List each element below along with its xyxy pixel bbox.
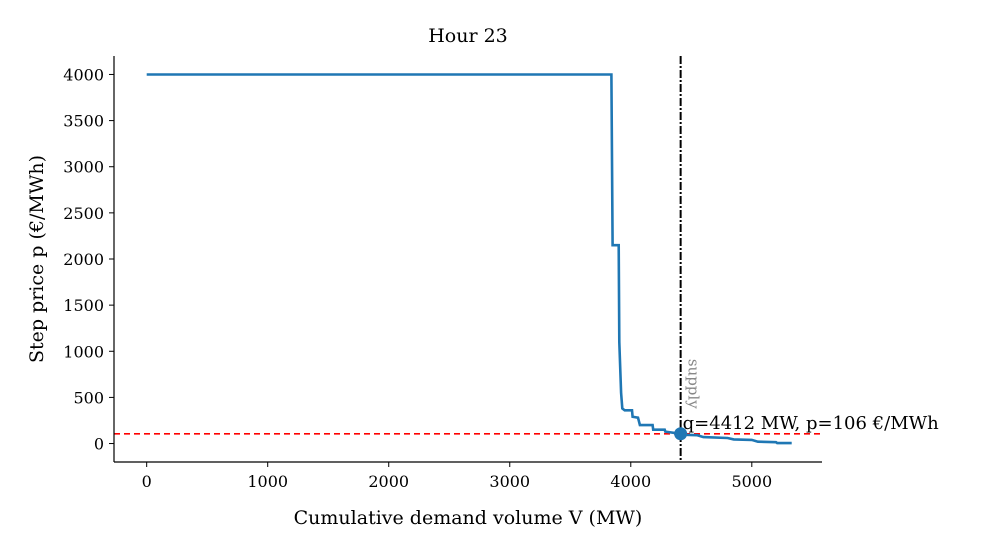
supply-line-label: supply — [685, 359, 703, 409]
demand-step-curve-0 — [146, 73, 792, 445]
chart-title: Hour 23 — [428, 25, 508, 47]
text-layer: Hour 23 Cumulative demand volume V (MW) … — [26, 25, 642, 529]
x-tick-label: 2000 — [368, 472, 409, 491]
y-tick-label: 3000 — [63, 158, 104, 177]
x-tick-label: 5000 — [731, 472, 772, 491]
clearing-point — [674, 427, 688, 441]
y-tick-label: 2000 — [63, 250, 104, 269]
clearing-annotation: q=4412 MW, p=106 €/MWh — [683, 413, 939, 434]
y-tick-label: 2500 — [63, 204, 104, 223]
plot-layer: supply q=4412 MW, p=106 €/MWh — [114, 56, 939, 462]
x-tick-label: 3000 — [489, 472, 530, 491]
x-axis-label: Cumulative demand volume V (MW) — [294, 507, 643, 529]
y-tick-label: 0 — [94, 435, 104, 454]
y-tick-label: 3500 — [63, 112, 104, 131]
axes-layer: 0 1000 2000 3000 4000 5000 0 500 1000 1500 2000 250… — [63, 56, 822, 491]
y-tick-label: 4000 — [63, 65, 104, 84]
x-tick-label: 0 — [142, 472, 152, 491]
x-tick-label: 4000 — [610, 472, 651, 491]
x-tick-label: 1000 — [247, 472, 288, 491]
y-tick-label: 500 — [73, 388, 104, 407]
y-axis-label: Step price p (€/MWh) — [26, 155, 48, 363]
y-tick-label: 1000 — [63, 342, 104, 361]
y-tick-label: 1500 — [63, 296, 104, 315]
